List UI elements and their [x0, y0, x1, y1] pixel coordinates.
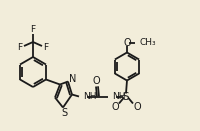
Text: N: N — [69, 73, 76, 83]
Text: CH₃: CH₃ — [139, 38, 156, 47]
Text: O: O — [111, 102, 118, 113]
Text: F: F — [30, 26, 35, 34]
Text: O: O — [92, 77, 99, 86]
Text: NH: NH — [111, 92, 125, 101]
Text: S: S — [122, 92, 129, 102]
Text: F: F — [17, 42, 22, 51]
Text: O: O — [123, 37, 130, 48]
Text: F: F — [43, 42, 48, 51]
Text: S: S — [61, 108, 67, 118]
Text: NH: NH — [83, 92, 96, 101]
Text: O: O — [133, 102, 140, 113]
